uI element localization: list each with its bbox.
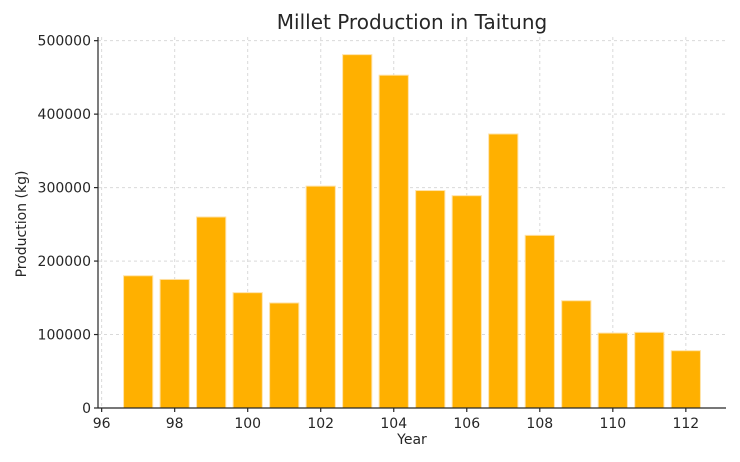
x-tick-label: 112 bbox=[672, 416, 699, 432]
x-tick-label: 106 bbox=[453, 416, 480, 432]
bar bbox=[670, 350, 701, 409]
bar bbox=[597, 332, 628, 409]
y-tick-label: 100000 bbox=[38, 328, 91, 344]
bar bbox=[305, 185, 336, 409]
axes bbox=[94, 37, 726, 412]
bar bbox=[488, 133, 519, 409]
bar bbox=[415, 190, 446, 409]
grid bbox=[98, 37, 726, 409]
bar bbox=[269, 302, 300, 409]
bar bbox=[159, 278, 190, 409]
bar bbox=[123, 275, 154, 409]
y-tick-label: 200000 bbox=[38, 254, 91, 270]
y-tick-label: 400000 bbox=[38, 107, 91, 123]
bar bbox=[196, 216, 227, 409]
bar bbox=[342, 54, 373, 409]
bar bbox=[232, 292, 263, 409]
y-tick-label: 0 bbox=[82, 401, 91, 417]
bar bbox=[378, 74, 409, 409]
x-axis-label: Year bbox=[396, 432, 427, 448]
bar bbox=[524, 234, 555, 409]
x-tick-label: 98 bbox=[166, 416, 184, 432]
y-tick-label: 500000 bbox=[38, 34, 91, 50]
x-tick-label: 110 bbox=[599, 416, 626, 432]
x-tick-label: 96 bbox=[93, 416, 111, 432]
x-tick-label: 100 bbox=[234, 416, 261, 432]
y-axis-label: Production (kg) bbox=[14, 171, 30, 278]
bar bbox=[451, 195, 482, 409]
x-tick-label: 108 bbox=[526, 416, 553, 432]
x-tick-label: 104 bbox=[380, 416, 407, 432]
y-tick-label: 300000 bbox=[38, 181, 91, 197]
x-tick-label: 102 bbox=[307, 416, 334, 432]
bar bbox=[634, 331, 665, 409]
bars bbox=[123, 54, 701, 409]
tick-labels: 0 100000 200000 300000 400000 500000 96 98 100 10… bbox=[38, 34, 700, 432]
chart-title: Millet Production in Taitung bbox=[277, 10, 547, 34]
bar bbox=[561, 300, 592, 409]
